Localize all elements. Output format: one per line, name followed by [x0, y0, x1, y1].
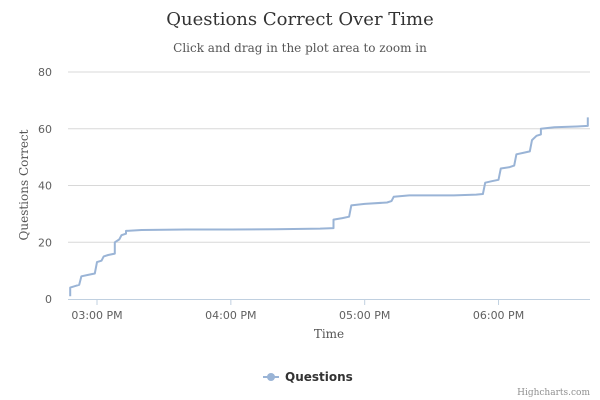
grid-lines [68, 71, 590, 243]
x-tick-label: 06:00 PM [473, 309, 524, 322]
x-axis-label: Time [314, 327, 344, 341]
legend-item-questions[interactable]: Questions [263, 370, 353, 384]
y-axis-label: Questions Correct [17, 129, 31, 240]
legend-label: Questions [285, 370, 353, 384]
y-tick-label: 40 [38, 180, 52, 193]
y-axis-ticks: 0 20 40 60 80 [38, 66, 52, 306]
chart-title: Questions Correct Over Time [166, 9, 434, 30]
x-tick-label: 03:00 PM [71, 309, 122, 322]
y-tick-label: 20 [38, 236, 52, 249]
legend-symbol-marker [267, 373, 275, 381]
series-line-questions[interactable] [69, 117, 589, 297]
y-tick-label: 0 [45, 293, 52, 306]
x-tick-label: 05:00 PM [339, 309, 390, 322]
y-tick-label: 60 [38, 123, 52, 136]
x-axis-ticks: 03:00 PM 04:00 PM 05:00 PM 06:00 PM [71, 299, 524, 322]
chart-subtitle: Click and drag in the plot area to zoom … [173, 41, 427, 55]
x-tick-label: 04:00 PM [205, 309, 256, 322]
y-tick-label: 80 [38, 66, 52, 79]
credits-link[interactable]: Highcharts.com [517, 388, 590, 398]
